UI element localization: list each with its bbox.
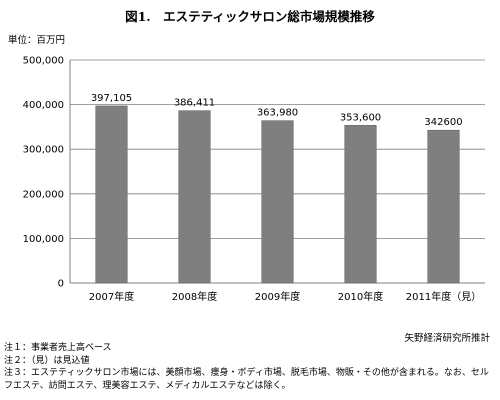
bar <box>178 110 211 284</box>
bar <box>261 120 294 284</box>
y-tick-label: 500,000 <box>23 56 64 67</box>
y-tick-label: 300,000 <box>23 145 64 156</box>
unit-label: 単位：百万円 <box>8 35 66 46</box>
bar <box>95 105 128 284</box>
x-tick-label: 2011年度（見） <box>406 290 481 303</box>
data-label: 397,105 <box>91 93 132 104</box>
note-1: 注１：事業者売上高ベース <box>4 343 112 353</box>
note-2: 注２：（見）は見込値 <box>4 355 90 366</box>
y-tick-label: 400,000 <box>23 100 64 111</box>
bar <box>427 129 460 284</box>
source-label: 矢野経済研究所推計 <box>404 333 490 344</box>
y-tick-label: 100,000 <box>23 234 64 245</box>
x-tick-label: 2010年度 <box>338 290 383 303</box>
x-tick-label: 2008年度 <box>172 290 217 303</box>
x-tick-label: 2007年度 <box>89 290 134 303</box>
y-tick-label: 200,000 <box>23 189 64 200</box>
data-label: 363,980 <box>257 108 298 119</box>
data-label: 342600 <box>424 117 462 128</box>
bar <box>344 124 377 284</box>
notes: 注１：事業者売上高ベース 注２：（見）は見込値 注３：エステティックサロン市場に… <box>4 342 494 392</box>
chart-title: 図1. エステティックサロン総市場規模推移 <box>125 9 375 24</box>
y-tick-label: 0 <box>58 279 64 290</box>
data-label: 353,600 <box>340 112 381 123</box>
note-3: 注３：エステティックサロン市場には、美顔市場、痩身・ボディ市場、脱毛市場、物販・… <box>4 368 489 391</box>
x-tick-label: 2009年度 <box>255 290 300 303</box>
data-label: 386,411 <box>174 98 215 109</box>
